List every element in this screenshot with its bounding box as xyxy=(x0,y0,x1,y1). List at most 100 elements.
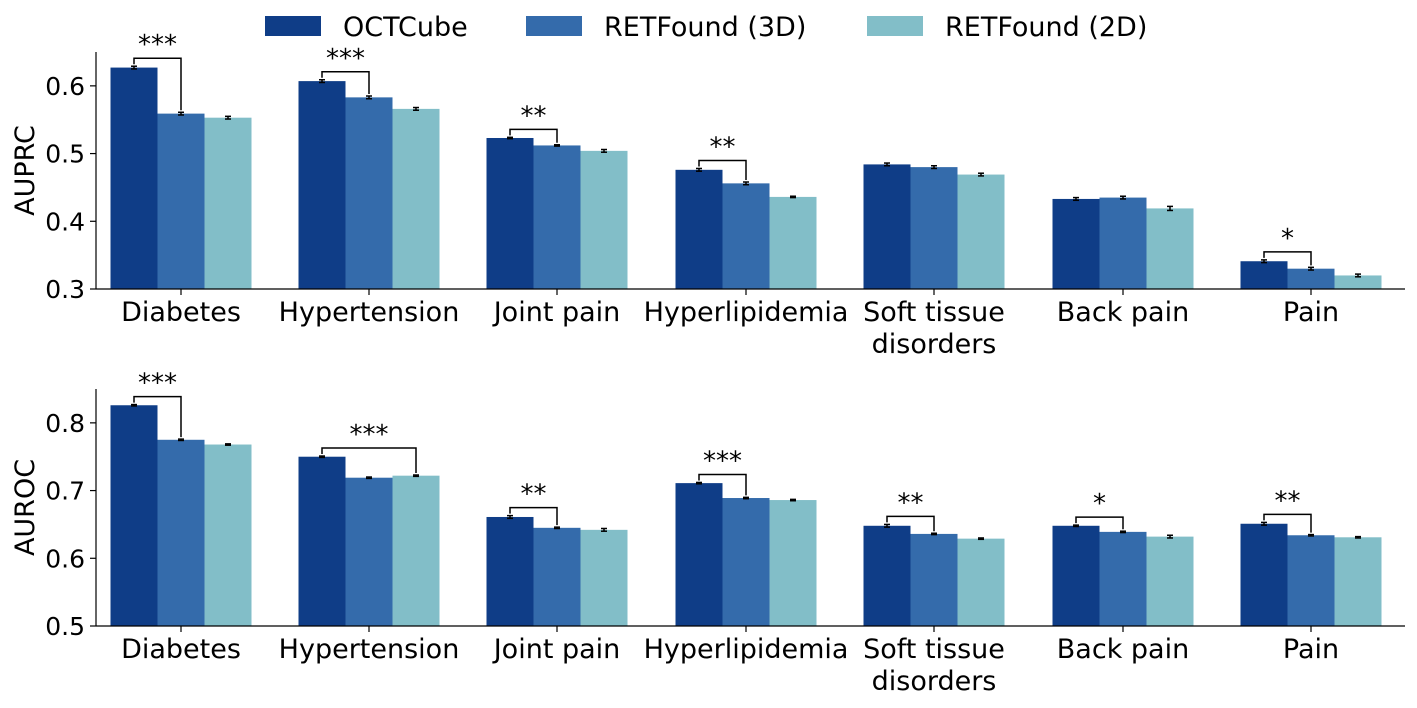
legend-swatch xyxy=(265,16,321,36)
bar xyxy=(533,145,581,289)
bar xyxy=(675,483,723,626)
y-tick-label: 0.8 xyxy=(45,409,85,438)
bar xyxy=(392,108,440,289)
significance-label: ** xyxy=(521,480,547,510)
bar xyxy=(957,174,1005,289)
x-tick-label: Diabetes xyxy=(121,297,241,328)
bar xyxy=(1240,523,1288,626)
bar xyxy=(957,538,1005,626)
significance-label: * xyxy=(1093,489,1106,519)
significance-label: ** xyxy=(898,488,924,518)
legend-swatch xyxy=(526,16,582,36)
x-tick-label: Back pain xyxy=(1057,634,1189,665)
bar xyxy=(157,113,205,290)
significance-bracket xyxy=(321,447,417,473)
legend-label: RETFound (2D) xyxy=(945,12,1147,43)
significance-label: *** xyxy=(138,369,177,399)
x-tick-label: Pain xyxy=(1283,634,1339,665)
bar xyxy=(533,527,581,626)
significance-bracket xyxy=(321,71,370,95)
bar xyxy=(1052,198,1100,289)
y-axis-label: AUROC xyxy=(10,459,41,556)
bar xyxy=(580,529,628,626)
bar xyxy=(1146,536,1194,626)
x-tick-label: Hypertension xyxy=(279,297,460,328)
y-tick-label: 0.6 xyxy=(45,72,85,101)
x-tick-label: Hyperlipidemia xyxy=(644,297,849,328)
significance-label: *** xyxy=(350,420,389,450)
bar xyxy=(486,516,534,626)
significance-label: ** xyxy=(521,101,547,131)
significance-bracket xyxy=(698,159,747,181)
x-tick-label: Soft tissue xyxy=(863,297,1005,328)
significance-label: *** xyxy=(326,44,365,74)
bar xyxy=(204,117,252,289)
bar xyxy=(110,67,158,290)
y-tick-label: 0.4 xyxy=(45,207,85,236)
y-tick-label: 0.7 xyxy=(45,477,85,506)
bar xyxy=(204,444,252,626)
x-tick-label: Joint pain xyxy=(492,634,621,665)
x-tick-label: Soft tissue xyxy=(863,634,1005,665)
x-tick-label: Pain xyxy=(1283,297,1339,328)
bar xyxy=(910,533,958,626)
x-tick-label: Diabetes xyxy=(121,634,241,665)
bar xyxy=(1099,197,1147,289)
bar xyxy=(722,183,770,289)
legend-label: RETFound (3D) xyxy=(604,12,806,43)
significance-bracket xyxy=(886,515,935,532)
legend-label: OCTCube xyxy=(343,12,468,43)
bar xyxy=(1240,261,1288,289)
significance-bracket xyxy=(133,57,182,111)
significance-bracket xyxy=(698,473,747,496)
bar xyxy=(863,525,911,626)
bar xyxy=(392,475,440,626)
bar xyxy=(1334,537,1382,626)
bar xyxy=(769,500,817,626)
bar xyxy=(675,169,723,289)
bar xyxy=(769,196,817,289)
significance-label: ** xyxy=(710,132,736,162)
bar xyxy=(298,456,346,626)
significance-label: * xyxy=(1281,224,1294,254)
x-tick-label: disorders xyxy=(872,666,997,697)
y-tick-label: 0.5 xyxy=(45,612,85,641)
significance-label: *** xyxy=(703,446,742,476)
significance-bracket xyxy=(1263,513,1312,533)
bar xyxy=(486,137,534,289)
x-tick-label: disorders xyxy=(872,329,997,360)
bar xyxy=(863,164,911,289)
significance-label: *** xyxy=(138,30,177,60)
bar xyxy=(580,150,628,289)
significance-label: ** xyxy=(1275,486,1301,516)
significance-bracket xyxy=(1263,251,1312,266)
bar xyxy=(1052,525,1100,626)
y-tick-label: 0.5 xyxy=(45,140,85,169)
x-tick-label: Joint pain xyxy=(492,297,621,328)
y-tick-label: 0.6 xyxy=(45,544,85,573)
bar xyxy=(157,439,205,626)
significance-bracket xyxy=(133,395,182,438)
bar xyxy=(1146,208,1194,289)
y-axis-label: AUPRC xyxy=(10,125,41,216)
bar xyxy=(345,477,393,626)
x-tick-label: Hypertension xyxy=(279,634,460,665)
significance-bracket xyxy=(1075,516,1124,530)
bar xyxy=(1287,268,1335,289)
bar xyxy=(722,498,770,626)
bar xyxy=(110,405,158,626)
bar xyxy=(1287,535,1335,626)
significance-bracket xyxy=(509,128,558,143)
legend: OCTCube RETFound (3D) RETFound (2D) xyxy=(265,12,1147,43)
bar xyxy=(1099,531,1147,626)
bar xyxy=(1334,275,1382,289)
x-tick-label: Back pain xyxy=(1057,297,1189,328)
bar xyxy=(298,81,346,289)
significance-bracket xyxy=(509,506,558,526)
x-tick-label: Hyperlipidemia xyxy=(644,634,849,665)
bar xyxy=(910,167,958,289)
y-tick-label: 0.3 xyxy=(45,275,85,304)
